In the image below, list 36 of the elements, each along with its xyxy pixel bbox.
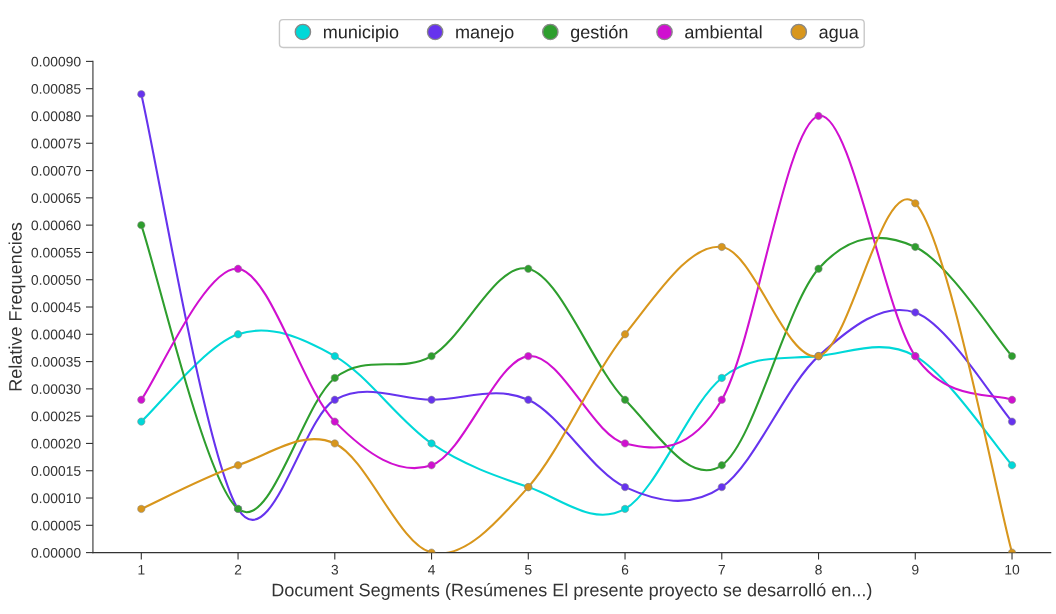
x-axis-title: Document Segments (Resúmenes El presente proyecto se desarrolló en...): [272, 582, 872, 600]
y-tick-label: 0.00000: [31, 547, 81, 558]
legend-label: agua: [819, 28, 859, 43]
y-tick-label: 0.00035: [31, 356, 81, 367]
y-tick-label: 0.00010: [31, 493, 81, 504]
x-tick-label: 9: [912, 564, 919, 575]
x-tick-label: 1: [138, 564, 145, 575]
y-tick-label: 0.00050: [31, 275, 81, 285]
y-tick-label: 0.00040: [31, 329, 81, 340]
x-tick-label: 4: [428, 564, 435, 575]
x-tick-label: 2: [234, 564, 242, 575]
y-tick-label: 0.00060: [31, 220, 81, 231]
y-tick-label: 0.00005: [31, 520, 81, 531]
legend-label: municipio: [323, 25, 399, 43]
y-tick-label: 0.00055: [31, 247, 81, 258]
y-tick-label: 0.00075: [31, 138, 81, 149]
x-tick-label: 5: [524, 564, 532, 575]
x-tick-label: 7: [718, 564, 725, 575]
y-tick-label: 0.00030: [31, 384, 81, 395]
y-tick-label: 0.00015: [31, 466, 81, 476]
x-tick-label: 8: [815, 564, 822, 575]
y-tick-label: 0.00045: [31, 302, 81, 313]
x-tick-label: 6: [621, 564, 629, 575]
y-tick-label: 0.00065: [31, 193, 81, 204]
y-tick-label: 0.00080: [31, 111, 81, 122]
legend-label: ambiental: [685, 25, 762, 39]
legend-label: gestión: [570, 25, 628, 43]
y-tick-label: 0.00070: [31, 165, 81, 176]
x-tick-label: 10: [1005, 564, 1020, 575]
x-tick-label: 3: [331, 564, 339, 575]
y-tick-label: 0.00020: [31, 438, 81, 449]
legend-label: manejo: [456, 25, 514, 43]
y-tick-label: 0.00025: [31, 411, 81, 422]
y-tick-label: 0.00090: [31, 56, 81, 67]
y-axis-title: Relative Frequencies: [8, 222, 26, 391]
y-tick-label: 0.00085: [31, 84, 81, 94]
